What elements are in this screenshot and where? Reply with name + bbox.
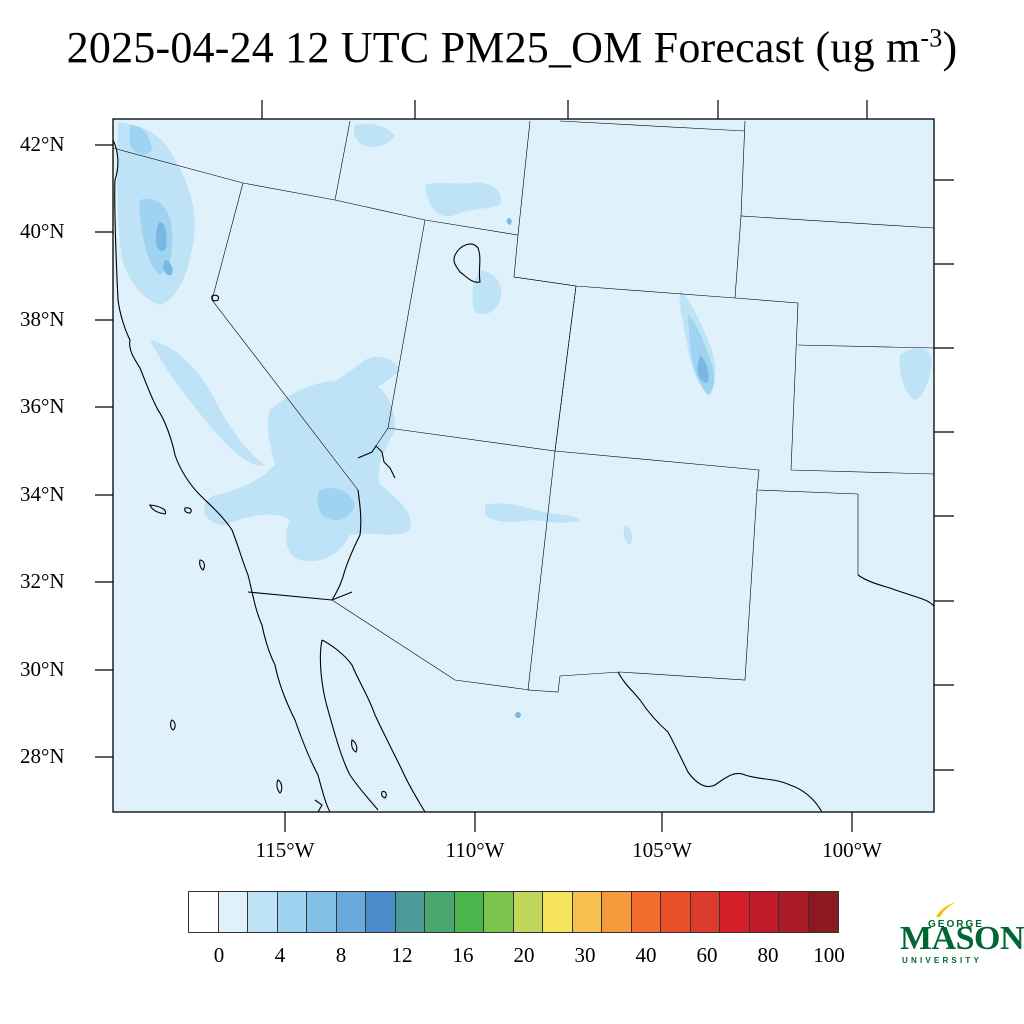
colorbar-label: 40 xyxy=(635,943,657,967)
colorbar-swatch xyxy=(248,892,278,932)
colorbar-swatch xyxy=(189,892,219,932)
lat-label-32n: 32°N xyxy=(20,569,65,593)
colorbar-swatch xyxy=(808,892,838,932)
logo-swoosh-icon xyxy=(936,902,956,917)
title-close: ) xyxy=(942,23,958,72)
colorbar-swatch xyxy=(602,892,632,932)
colorbar-swatch xyxy=(720,892,750,932)
colorbar-swatch xyxy=(307,892,337,932)
plume-dark-layer xyxy=(156,218,709,718)
colorbar-label: 20 xyxy=(513,943,535,967)
colorbar-swatch xyxy=(277,892,307,932)
colorbar-swatch xyxy=(425,892,455,932)
title-main: 2025-04-24 12 UTC PM25_OM Forecast (ug m xyxy=(66,23,921,72)
colorbar-swatch xyxy=(572,892,602,932)
title-superscript: -3 xyxy=(920,23,943,53)
lat-label-28n: 28°N xyxy=(20,744,65,768)
lon-label-115w: 115°W xyxy=(255,838,315,862)
map-field-background xyxy=(113,119,934,812)
colorbar-swatch xyxy=(336,892,366,932)
colorbar-swatch xyxy=(631,892,661,932)
logo-line-university: UNIVERSITY xyxy=(902,956,983,965)
lon-label-110w: 110°W xyxy=(445,838,505,862)
colorbar xyxy=(188,891,839,933)
colorbar-label: 100 xyxy=(813,943,845,967)
pm25-plumes xyxy=(113,120,934,812)
state-borders xyxy=(113,120,934,693)
lon-label-100w: 100°W xyxy=(822,838,882,862)
colorbar-label: 60 xyxy=(696,943,718,967)
lat-label-38n: 38°N xyxy=(20,307,65,331)
colorbar-swatch xyxy=(690,892,720,932)
map-frame xyxy=(112,118,935,813)
plume-light-layer xyxy=(117,122,932,562)
lat-label-42n: 42°N xyxy=(20,132,65,156)
map-title: 2025-04-24 12 UTC PM25_OM Forecast (ug m… xyxy=(0,22,1024,73)
colorbar-swatch xyxy=(661,892,691,932)
lat-label-30n: 30°N xyxy=(20,657,65,681)
coastlines xyxy=(113,139,934,812)
colorbar-label: 0 xyxy=(213,943,225,967)
colorbar-swatch xyxy=(484,892,514,932)
george-mason-logo: GEORGE MASON UNIVERSITY xyxy=(898,900,1024,970)
colorbar-swatch xyxy=(779,892,809,932)
colorbar-label: 8 xyxy=(335,943,347,967)
logo-line-george: GEORGE xyxy=(928,919,984,930)
lat-label-34n: 34°N xyxy=(20,482,65,506)
lat-label-36n: 36°N xyxy=(20,394,65,418)
colorbar-swatch xyxy=(749,892,779,932)
colorbar-label: 4 xyxy=(274,943,286,967)
colorbar-label: 16 xyxy=(452,943,474,967)
colorbar-swatch xyxy=(454,892,484,932)
colorbar-label: 30 xyxy=(574,943,596,967)
colorbar-swatch xyxy=(218,892,248,932)
colorbar-swatch xyxy=(543,892,573,932)
colorbar-swatch xyxy=(513,892,543,932)
logo-line-mason: MASON xyxy=(900,920,1024,957)
colorbar-swatch xyxy=(366,892,396,932)
lon-label-105w: 105°W xyxy=(632,838,692,862)
colorbar-label: 12 xyxy=(391,943,413,967)
colorbar-label: 80 xyxy=(757,943,779,967)
lat-label-40n: 40°N xyxy=(20,219,65,243)
colorbar-swatch xyxy=(395,892,425,932)
map-ticks xyxy=(95,100,954,832)
